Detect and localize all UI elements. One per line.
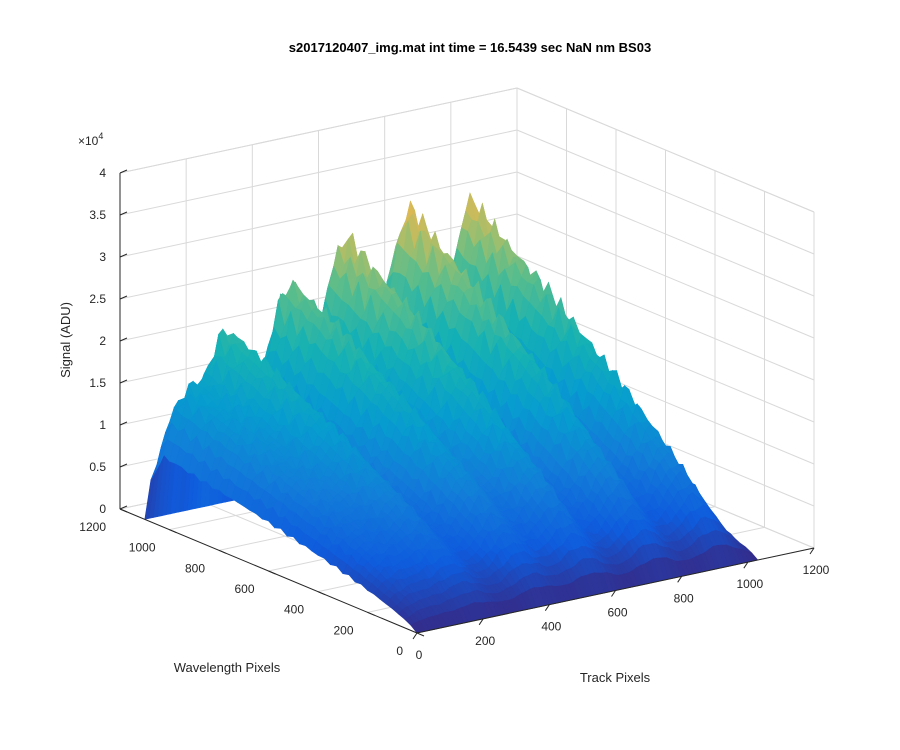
grid-line bbox=[119, 129, 518, 216]
x-axis-label: Track Pixels bbox=[580, 670, 651, 685]
x-tick bbox=[544, 604, 550, 611]
surface-layer bbox=[144, 191, 759, 634]
z-tick bbox=[119, 253, 128, 258]
z-tick bbox=[119, 169, 128, 174]
grid-line bbox=[119, 171, 518, 258]
y-tick bbox=[169, 529, 177, 534]
grid-line bbox=[119, 213, 518, 300]
z-tick-label: 2.5 bbox=[89, 292, 106, 306]
z-multiplier-exponent: 4 bbox=[98, 131, 103, 141]
z-tick-label: 2 bbox=[99, 334, 106, 348]
z-tick-label: 1.5 bbox=[89, 376, 106, 390]
z-tick bbox=[119, 337, 128, 342]
x-tick-label: 1200 bbox=[803, 563, 830, 577]
y-tick-label: 200 bbox=[333, 623, 353, 637]
z-tick-label: 0 bbox=[99, 502, 106, 516]
z-tick-label: 0.5 bbox=[89, 460, 106, 474]
grid-line bbox=[516, 87, 815, 213]
x-tick-label: 800 bbox=[674, 591, 694, 605]
x-tick bbox=[677, 576, 683, 583]
tick-labels: 0200400600800100012000200400600800100012… bbox=[79, 166, 829, 662]
z-tick bbox=[119, 421, 128, 426]
y-tick bbox=[218, 549, 227, 554]
grid-line bbox=[516, 129, 815, 255]
z-tick bbox=[119, 379, 128, 384]
z-tick-label: 1 bbox=[99, 418, 106, 432]
y-tick bbox=[119, 508, 128, 513]
grid-line bbox=[516, 213, 815, 339]
x-tick-label: 400 bbox=[541, 620, 561, 634]
y-tick bbox=[367, 611, 375, 616]
grid-line bbox=[119, 87, 518, 174]
z-tick-label: 3.5 bbox=[89, 208, 106, 222]
y-tick-label: 0 bbox=[396, 644, 403, 658]
z-axis-label: Signal (ADU) bbox=[58, 302, 73, 378]
z-tick bbox=[119, 463, 128, 468]
y-tick bbox=[317, 591, 326, 596]
y-tick bbox=[268, 570, 276, 575]
y-tick-label: 400 bbox=[284, 603, 304, 617]
grid-line bbox=[516, 255, 815, 381]
axis-layer bbox=[119, 169, 815, 640]
x-tick-label: 0 bbox=[416, 648, 423, 662]
y-tick bbox=[416, 632, 425, 637]
x-tick bbox=[611, 590, 616, 597]
z-tick-label: 3 bbox=[99, 250, 106, 264]
z-tick bbox=[119, 505, 128, 510]
grid-line bbox=[516, 171, 815, 297]
y-tick-label: 1000 bbox=[129, 541, 156, 555]
x-tick-label: 600 bbox=[607, 606, 627, 620]
y-tick-label: 600 bbox=[234, 582, 254, 596]
chart-title: s2017120407_img.mat int time = 16.5439 s… bbox=[289, 40, 651, 55]
x-tick bbox=[743, 561, 749, 569]
z-multiplier: ×104 bbox=[78, 131, 103, 148]
x-tick bbox=[478, 618, 484, 626]
x-tick-label: 1000 bbox=[736, 577, 763, 591]
x-tick-label: 200 bbox=[475, 634, 495, 648]
y-tick-label: 1200 bbox=[79, 520, 106, 534]
x-tick bbox=[412, 632, 418, 640]
x-tick bbox=[809, 547, 815, 555]
z-tick bbox=[119, 295, 128, 300]
z-tick-label: 4 bbox=[99, 166, 106, 180]
y-axis-label: Wavelength Pixels bbox=[174, 660, 281, 675]
y-tick-label: 800 bbox=[185, 561, 205, 575]
z-tick bbox=[119, 211, 128, 216]
